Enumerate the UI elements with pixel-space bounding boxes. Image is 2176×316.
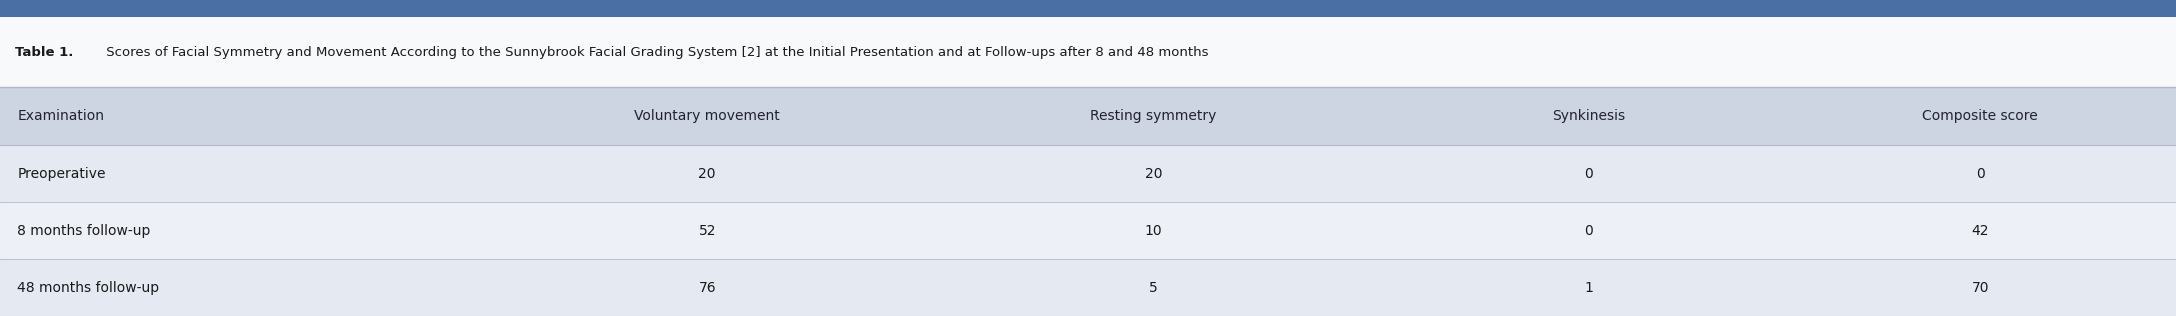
Text: 42: 42 <box>1971 224 1989 238</box>
Text: 5: 5 <box>1149 281 1158 295</box>
Text: Table 1. Scores of Facial Symmetry and Movement According to the Sunnybrook Faci: Table 1. Scores of Facial Symmetry and M… <box>15 46 1173 59</box>
Text: Table 1.: Table 1. <box>15 46 74 59</box>
Bar <box>0 145 2176 202</box>
Text: 0: 0 <box>1584 224 1593 238</box>
Text: Preoperative: Preoperative <box>17 167 107 181</box>
Bar <box>0 17 2176 87</box>
Text: Voluntary movement: Voluntary movement <box>635 109 779 123</box>
Text: 76: 76 <box>698 281 716 295</box>
Text: Composite score: Composite score <box>1921 109 2039 123</box>
Bar <box>0 0 2176 17</box>
Text: 48 months follow-up: 48 months follow-up <box>17 281 159 295</box>
Bar <box>0 259 2176 316</box>
Text: 8 months follow-up: 8 months follow-up <box>17 224 150 238</box>
Text: Scores of Facial Symmetry and Movement According to the Sunnybrook Facial Gradin: Scores of Facial Symmetry and Movement A… <box>102 46 1210 59</box>
Text: 0: 0 <box>1584 167 1593 181</box>
Text: Examination: Examination <box>17 109 104 123</box>
Text: Synkinesis: Synkinesis <box>1551 109 1625 123</box>
Bar <box>0 202 2176 259</box>
Text: 70: 70 <box>1971 281 1989 295</box>
Bar <box>0 87 2176 145</box>
Text: 1: 1 <box>1584 281 1593 295</box>
Text: 20: 20 <box>1145 167 1162 181</box>
Text: 52: 52 <box>698 224 716 238</box>
Text: 10: 10 <box>1145 224 1162 238</box>
Text: 20: 20 <box>698 167 716 181</box>
Text: 0: 0 <box>1976 167 1985 181</box>
Text: Resting symmetry: Resting symmetry <box>1090 109 1216 123</box>
